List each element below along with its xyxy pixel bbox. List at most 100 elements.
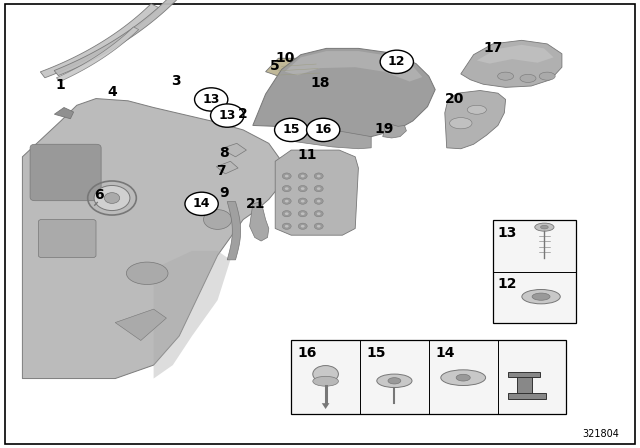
Text: 10: 10 [275,51,294,65]
Circle shape [307,118,340,142]
Circle shape [298,211,307,217]
Circle shape [285,175,289,177]
Circle shape [317,175,321,177]
Ellipse shape [520,74,536,82]
Circle shape [282,223,291,229]
Ellipse shape [535,223,554,231]
Polygon shape [383,125,406,138]
Circle shape [317,225,321,228]
Text: 321804: 321804 [582,429,620,439]
Text: 19: 19 [374,122,394,136]
Polygon shape [22,99,282,379]
Circle shape [282,173,291,179]
Text: 13: 13 [202,93,220,106]
Polygon shape [54,0,179,76]
Text: 5: 5 [270,59,280,73]
Circle shape [285,187,289,190]
Circle shape [380,50,413,73]
Ellipse shape [313,376,339,386]
Ellipse shape [377,374,412,388]
Circle shape [301,187,305,190]
Polygon shape [477,45,554,64]
Ellipse shape [541,225,548,229]
Circle shape [317,187,321,190]
Text: 14: 14 [435,346,454,360]
Ellipse shape [456,375,470,381]
Circle shape [317,200,321,202]
Circle shape [301,200,305,202]
Text: 14: 14 [193,197,211,211]
Polygon shape [250,202,269,241]
Circle shape [195,88,228,111]
Text: 6: 6 [94,188,104,202]
Circle shape [298,223,307,229]
Text: 18: 18 [310,76,330,90]
Circle shape [314,198,323,204]
Polygon shape [253,48,435,139]
Polygon shape [115,309,166,340]
Circle shape [314,211,323,217]
Polygon shape [322,403,330,409]
Polygon shape [266,58,326,82]
Ellipse shape [441,370,486,385]
Ellipse shape [313,366,339,383]
Text: 15: 15 [366,346,386,360]
Text: 4: 4 [107,85,117,99]
Ellipse shape [449,117,472,129]
Ellipse shape [498,72,514,80]
Ellipse shape [540,72,556,80]
Ellipse shape [522,289,560,304]
Text: 12: 12 [498,277,517,291]
Circle shape [211,104,244,127]
FancyBboxPatch shape [291,340,566,414]
Circle shape [285,200,289,202]
Text: 17: 17 [483,41,502,56]
Polygon shape [445,90,506,149]
Circle shape [285,225,289,228]
Polygon shape [56,27,139,82]
Ellipse shape [127,262,168,284]
Polygon shape [40,4,159,78]
Polygon shape [461,40,562,87]
Text: 8: 8 [219,146,229,160]
Text: 3: 3 [171,73,181,88]
Text: 15: 15 [282,123,300,137]
Text: 20: 20 [445,92,464,107]
Text: 16: 16 [298,346,317,360]
Circle shape [301,212,305,215]
Text: 13: 13 [218,109,236,122]
Circle shape [314,223,323,229]
Circle shape [104,193,120,203]
Polygon shape [285,51,422,82]
Polygon shape [216,161,238,174]
Ellipse shape [532,293,550,300]
Circle shape [301,175,305,177]
Text: 1: 1 [56,78,66,92]
Circle shape [314,173,323,179]
Circle shape [282,198,291,204]
Polygon shape [54,108,74,119]
FancyBboxPatch shape [38,220,96,258]
Text: 7: 7 [216,164,226,178]
Text: 13: 13 [498,226,517,240]
FancyBboxPatch shape [493,220,576,323]
Circle shape [185,192,218,215]
Polygon shape [275,125,371,149]
Circle shape [298,173,307,179]
Circle shape [94,185,130,211]
Circle shape [204,210,232,229]
Text: 12: 12 [388,55,406,69]
Polygon shape [307,81,349,101]
Circle shape [301,225,305,228]
Circle shape [282,185,291,192]
Circle shape [298,185,307,192]
FancyBboxPatch shape [30,144,101,201]
Text: 21: 21 [246,197,266,211]
Text: 2: 2 [238,107,248,121]
Circle shape [314,185,323,192]
Text: 9: 9 [219,185,229,200]
Text: 11: 11 [298,147,317,162]
Ellipse shape [388,378,401,384]
Circle shape [282,211,291,217]
Ellipse shape [467,105,486,114]
